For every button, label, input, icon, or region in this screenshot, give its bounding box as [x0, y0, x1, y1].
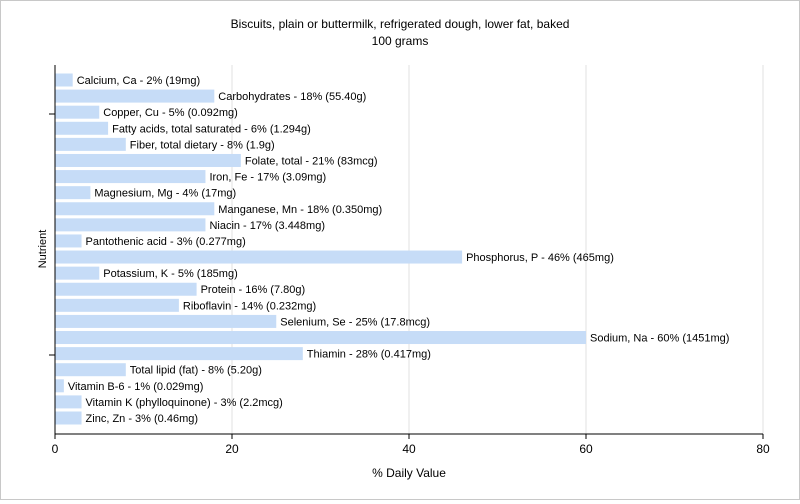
y-axis-label: Nutrient: [37, 230, 49, 269]
axes: 0 20 40 60 80: [49, 65, 770, 456]
bar: [55, 170, 206, 184]
data-label: Selenium, Se - 25% (17.8mcg): [280, 316, 430, 328]
x-tick-label: 60: [579, 442, 593, 456]
bar: [55, 89, 215, 103]
data-label: Fatty acids, total saturated - 6% (1.294…: [112, 123, 311, 135]
bar: [55, 121, 109, 135]
data-label: Total lipid (fat) - 8% (5.20g): [130, 365, 262, 377]
data-label: Vitamin K (phylloquinone) - 3% (2.2mcg): [86, 397, 283, 409]
x-axis-label: % Daily Value: [372, 466, 446, 480]
data-label: Folate, total - 21% (83mcg): [245, 155, 378, 167]
data-label: Vitamin B-6 - 1% (0.029mg): [68, 381, 204, 393]
data-label: Carbohydrates - 18% (55.40g): [218, 91, 366, 103]
x-tick-label: 0: [52, 442, 59, 456]
x-tick-label: 40: [402, 442, 416, 456]
data-label: Calcium, Ca - 2% (19mg): [77, 75, 200, 87]
data-label: Magnesium, Mg - 4% (17mg): [94, 188, 236, 200]
bar: [55, 202, 215, 216]
data-label: Thiamin - 28% (0.417mg): [307, 349, 431, 361]
x-tick-label: 80: [756, 442, 770, 456]
chart-subtitle: 100 grams: [372, 34, 429, 48]
bar: [55, 331, 586, 345]
bar-labels: Calcium, Ca - 2% (19mg) Carbohydrates - 1…: [68, 75, 730, 425]
data-label: Protein - 16% (7.80g): [201, 284, 306, 296]
bar: [55, 363, 126, 377]
bar: [55, 314, 277, 328]
chart-title: Biscuits, plain or buttermilk, refrigera…: [231, 17, 570, 31]
grid-lines: [231, 65, 764, 434]
bar: [55, 282, 197, 296]
bar: [55, 153, 241, 167]
bar: [55, 266, 100, 280]
data-label: Riboflavin - 14% (0.232mg): [183, 300, 316, 312]
bar: [55, 347, 303, 361]
x-tick-label: 20: [225, 442, 239, 456]
data-label: Iron, Fe - 17% (3.09mg): [209, 172, 326, 184]
bars: [55, 73, 586, 425]
data-label: Niacin - 17% (3.448mg): [209, 220, 325, 232]
data-label: Zinc, Zn - 3% (0.46mg): [86, 413, 198, 425]
data-label: Pantothenic acid - 3% (0.277mg): [86, 236, 246, 248]
bar: [55, 395, 82, 409]
bar: [55, 379, 64, 393]
bar: [55, 218, 206, 232]
bar: [55, 411, 82, 425]
bar: [55, 234, 82, 248]
bar: [55, 73, 73, 87]
data-label: Phosphorus, P - 46% (465mg): [466, 252, 614, 264]
data-label: Copper, Cu - 5% (0.092mg): [103, 107, 238, 119]
bar: [55, 298, 179, 312]
bar: [55, 250, 463, 264]
data-label: Sodium, Na - 60% (1451mg): [590, 333, 729, 345]
data-label: Manganese, Mn - 18% (0.350mg): [218, 204, 382, 216]
data-label: Fiber, total dietary - 8% (1.9g): [130, 139, 275, 151]
bar: [55, 105, 100, 119]
data-label: Potassium, K - 5% (185mg): [103, 268, 238, 280]
bar: [55, 137, 126, 151]
bar: [55, 186, 91, 200]
